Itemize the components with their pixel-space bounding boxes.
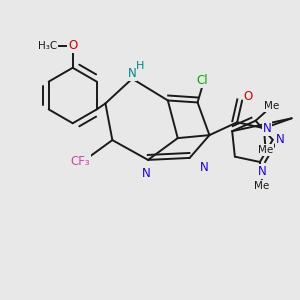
Text: N: N [200, 161, 209, 174]
Text: N: N [257, 165, 266, 178]
Text: H: H [136, 61, 144, 71]
Text: O: O [244, 90, 253, 103]
Text: O: O [68, 40, 77, 52]
Text: N: N [142, 167, 150, 180]
Text: N: N [262, 122, 271, 135]
Text: N: N [128, 67, 136, 80]
Text: CF₃: CF₃ [71, 155, 91, 168]
Text: Me: Me [264, 101, 279, 111]
Text: N: N [276, 133, 285, 146]
Text: Cl: Cl [197, 74, 208, 87]
Text: Me: Me [254, 181, 269, 191]
Text: H₃C: H₃C [38, 41, 58, 51]
Text: Me: Me [258, 145, 274, 155]
